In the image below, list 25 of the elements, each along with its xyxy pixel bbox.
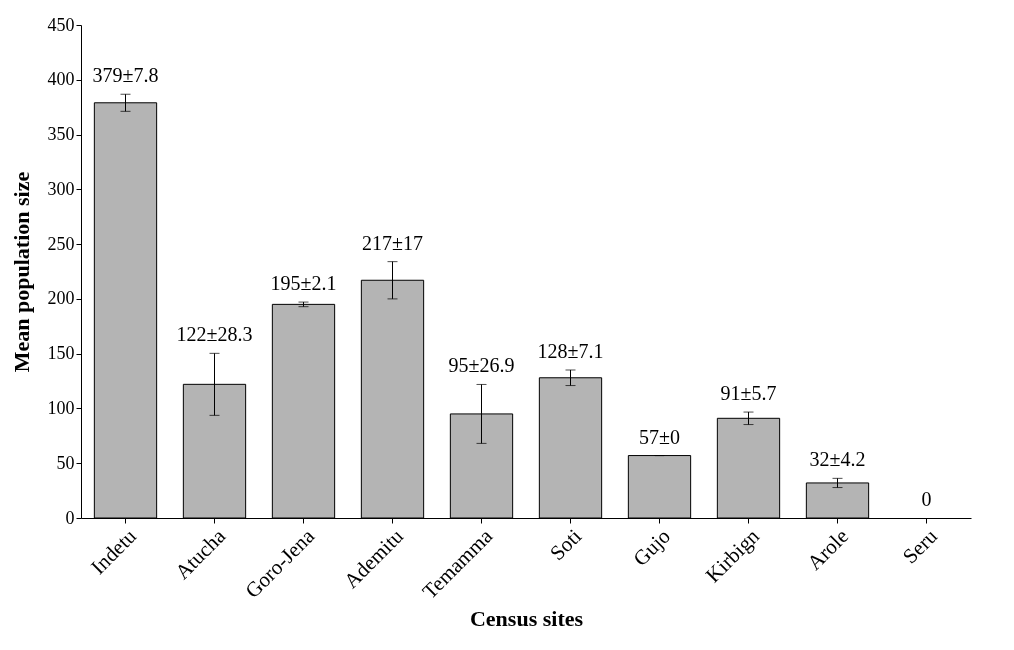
data-label: 122±28.3 [176,323,253,346]
data-label: 379±7.8 [92,64,159,87]
data-label: 95±26.9 [448,354,515,377]
x-tick-label: Soti [545,523,587,565]
y-tick-label: 0 [65,507,75,528]
y-tick-label: 200 [47,288,75,309]
y-tick-label: 50 [56,452,75,473]
data-label: 217±17 [362,231,423,254]
x-tick-label: Gujo [628,524,676,571]
data-label: 195±2.1 [270,272,337,295]
x-axis-title: Census sites [469,605,584,631]
y-axis-title: Mean population size [8,171,34,373]
data-label: 57±0 [639,425,680,448]
y-tick-label: 450 [47,14,75,35]
y-tick-label: 300 [47,178,75,199]
x-tick-label: Seru [897,523,943,569]
data-label: 91±5.7 [720,382,777,405]
data-label: 32±4.2 [809,448,866,471]
y-tick-label: 400 [47,69,75,90]
y-tick-label: 150 [47,343,75,364]
data-label: 0 [921,488,932,510]
y-tick-label: 250 [47,233,75,254]
y-tick-label: 350 [47,124,75,145]
y-tick-label: 100 [47,397,75,418]
data-label: 128±7.1 [537,339,604,362]
